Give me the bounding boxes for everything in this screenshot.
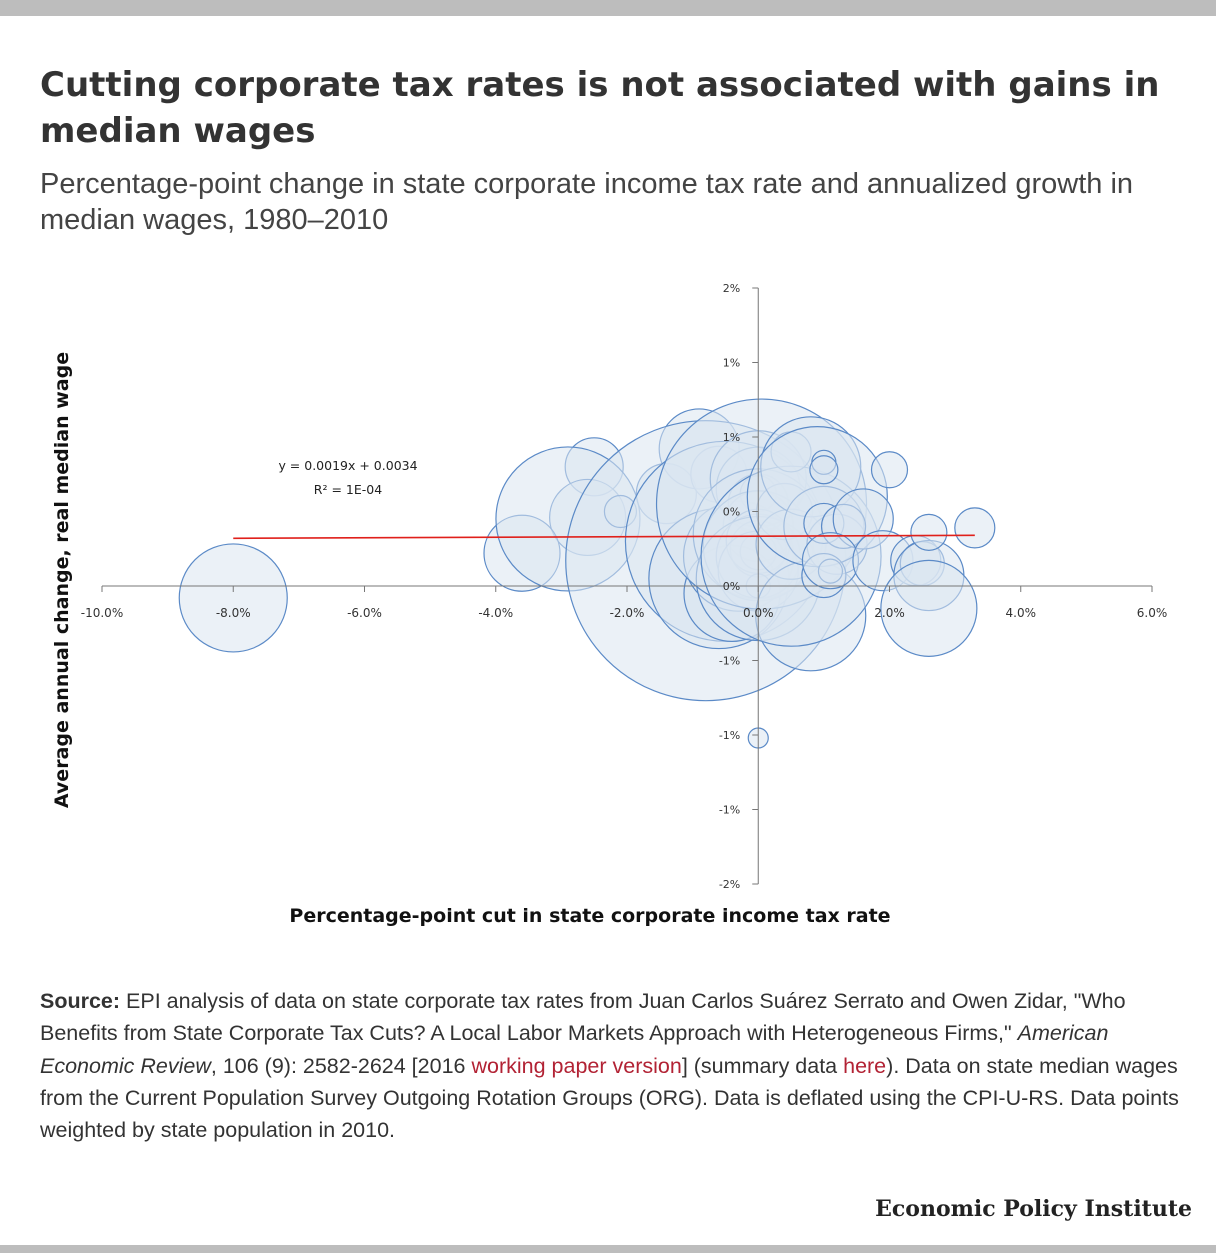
bubble-point-52 (880, 559, 978, 657)
bubble-point-51 (910, 513, 948, 551)
bubble-point-46 (870, 451, 909, 489)
x-tick-label-2: -6.0% (347, 606, 382, 620)
chart-subtitle: Percentage-point change in state corpora… (40, 168, 1134, 236)
source-note: Source: EPI analysis of data on state co… (40, 985, 1180, 1146)
bubble-point-53 (954, 507, 996, 549)
chart-title: Cutting corporate tax rates is not assoc… (40, 65, 1160, 151)
x-tick-label-3: -4.0% (478, 606, 513, 620)
y-tick-label-2: 1% (723, 431, 740, 444)
x-tick-label-8: 6.0% (1137, 606, 1168, 620)
y-tick-label-7: -1% (719, 804, 740, 817)
x-tick-label-6: 2.0% (874, 606, 905, 620)
y-tick-label-5: -1% (719, 655, 740, 668)
source-journal: American Economic Review (40, 1021, 1109, 1078)
top-border-bar (0, 0, 1216, 16)
y-tick-label-3: 0% (723, 506, 740, 519)
source-text-2: , 106 (9): 2582-2624 [2016 (210, 1053, 472, 1078)
brand-logo-text: Economic Policy Institute (875, 1196, 1192, 1222)
y-tick-label-4: 0% (723, 580, 740, 593)
trendline (233, 534, 975, 540)
x-tick-label-0: -10.0% (81, 606, 123, 620)
x-tick-label-7: 4.0% (1006, 606, 1037, 620)
y-tick-label-8: -2% (719, 878, 740, 891)
axes-layer: -10.0% -8.0% -6.0% -4.0% -2.0% 0.0% 2.0% 4.0% 6.… (81, 282, 1167, 891)
bubble-layer (178, 398, 996, 749)
y-tick-label-0: 2% (723, 282, 740, 295)
source-text-1: EPI analysis of data on state corporate … (40, 989, 1126, 1046)
scatter-chart: -10.0% -8.0% -6.0% -4.0% -2.0% 0.0% 2.0% 4.0% 6.… (51, 282, 1167, 927)
working-paper-link[interactable]: working paper version (471, 1053, 682, 1078)
bubble-point-0 (178, 543, 288, 653)
trendline-equation: y = 0.0019x + 0.0034 (278, 458, 417, 473)
trendline-r-squared: R² = 1E-04 (314, 482, 382, 497)
source-label: Source: (40, 989, 121, 1013)
y-tick-label-1: 1% (723, 357, 740, 370)
y-axis-label: Average annual change, real median wage (51, 352, 73, 808)
x-axis-label: Percentage-point cut in state corporate … (289, 905, 890, 927)
bottom-border-bar (0, 1245, 1216, 1253)
bubble-point-45 (809, 455, 839, 485)
summary-data-link[interactable]: here (843, 1053, 887, 1078)
y-tick-label-6: -1% (719, 729, 740, 742)
x-tick-label-1: -8.0% (216, 606, 251, 620)
bubble-point-43 (801, 532, 860, 590)
source-text-3: ] (summary data (681, 1053, 844, 1078)
source-text-4: ). Data on state median wages from the C… (40, 1053, 1179, 1143)
x-tick-label-5: 0.0% (743, 606, 774, 620)
x-tick-label-4: -2.0% (610, 606, 645, 620)
